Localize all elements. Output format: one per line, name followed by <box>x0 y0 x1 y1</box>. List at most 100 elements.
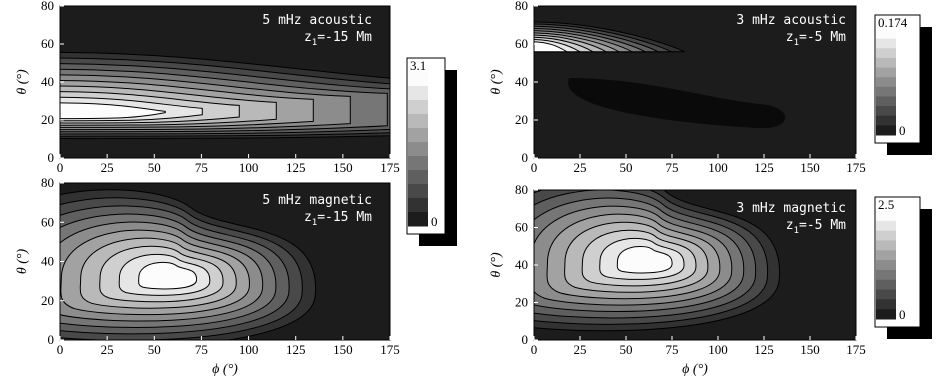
x-tick-label: 75 <box>195 342 208 357</box>
y-tick-label: 60 <box>41 36 54 51</box>
panel-depth-annotation: z1=-15 Mm <box>304 30 372 48</box>
contour-level <box>60 102 166 120</box>
contour-level <box>138 261 198 290</box>
colorbar-swatch <box>876 220 896 232</box>
colorbar-swatch <box>876 48 896 59</box>
colorbar-swatch <box>408 72 428 87</box>
colorbar-swatch <box>876 57 896 69</box>
contour-levels <box>60 189 316 340</box>
colorbar-max-label: 2.5 <box>878 197 894 212</box>
y-tick-label: 40 <box>515 74 528 89</box>
colorbar-max-label: 3.1 <box>410 58 426 73</box>
x-tick-label: 0 <box>57 342 64 357</box>
colorbar-swatch <box>876 86 896 97</box>
panel-annotation: 5 mHz acoustic <box>262 13 372 28</box>
x-tick-label: 175 <box>846 160 866 175</box>
x-tick-label: 0 <box>531 342 538 357</box>
x-tick-label: 75 <box>666 160 679 175</box>
x-axis-label: ϕ (°) <box>212 362 238 377</box>
colorbar-swatch <box>408 86 428 101</box>
y-axis-label: θ (°) <box>489 69 504 95</box>
colorbar-swatch <box>408 100 428 115</box>
colorbar-swatch <box>876 230 896 241</box>
y-tick-label: 40 <box>515 257 528 272</box>
colorbar-swatch <box>876 309 896 320</box>
colorbar-swatch <box>408 170 428 185</box>
x-tick-label: 25 <box>101 342 114 357</box>
y-tick-label: 60 <box>515 220 528 235</box>
colorbar-swatch <box>876 106 896 117</box>
x-tick-label: 175 <box>380 342 400 357</box>
colorbar-max-label: 0.174 <box>878 15 908 30</box>
colorbar-swatch <box>408 114 428 129</box>
x-tick-label: 25 <box>101 160 114 175</box>
colorbar-swatch <box>876 289 896 300</box>
y-tick-label: 80 <box>41 175 54 190</box>
chart-panel-2: 0 25 50 75 100 125 150 175 0 20 40 60 80 θ (°) ϕ (°) 5 … <box>15 175 400 377</box>
x-tick-label: 150 <box>800 342 820 357</box>
colorbar-swatch <box>876 29 896 40</box>
colorbar-swatch <box>408 198 428 213</box>
y-tick-label: 20 <box>41 293 54 308</box>
y-tick-label: 20 <box>515 112 528 127</box>
x-tick-label: 50 <box>620 160 633 175</box>
y-tick-label: 0 <box>48 150 55 165</box>
colorbar-swatch <box>876 279 896 291</box>
y-tick-label: 40 <box>41 254 54 269</box>
colorbar-swatch <box>408 184 428 199</box>
y-tick-label: 0 <box>522 150 529 165</box>
panel-depth-annotation: z1=-5 Mm <box>786 218 846 236</box>
colorbar-swatch <box>876 250 896 261</box>
colorbar-1: 3.10 <box>406 57 457 246</box>
x-tick-label: 150 <box>800 160 820 175</box>
y-axis-label: θ (°) <box>15 249 30 275</box>
colorbar-swatch <box>876 211 896 222</box>
y-tick-label: 80 <box>515 182 528 197</box>
contour-levels <box>534 21 786 129</box>
colorbar-swatch <box>876 125 896 136</box>
x-tick-label: 0 <box>531 160 538 175</box>
contour-levels <box>60 51 390 139</box>
y-tick-label: 40 <box>41 74 54 89</box>
y-tick-label: 20 <box>41 112 54 127</box>
x-tick-label: 50 <box>148 160 161 175</box>
x-tick-label: 100 <box>239 160 259 175</box>
panel-depth-annotation: z1=-5 Mm <box>786 30 846 48</box>
colorbar-swatch <box>876 299 896 310</box>
x-tick-label: 75 <box>195 160 208 175</box>
x-axis-label: ϕ (°) <box>682 362 708 377</box>
y-tick-label: 60 <box>515 36 528 51</box>
colorbar-swatch <box>408 212 428 227</box>
panel-annotation: 5 mHz magnetic <box>262 193 372 208</box>
x-tick-label: 50 <box>148 342 161 357</box>
x-tick-label: 150 <box>333 160 353 175</box>
colorbar-swatch <box>408 142 428 157</box>
colorbar-4: 2.50 <box>874 196 932 339</box>
y-axis-label: θ (°) <box>489 252 504 278</box>
x-tick-label: 100 <box>708 342 728 357</box>
x-tick-label: 125 <box>754 160 774 175</box>
contour-levels <box>534 190 780 332</box>
colorbar-min-label: 0 <box>899 123 906 138</box>
colorbar-swatch <box>876 38 896 49</box>
colorbar-swatch <box>876 240 896 251</box>
x-tick-label: 125 <box>286 342 306 357</box>
colorbar-swatch <box>876 269 896 281</box>
x-tick-label: 100 <box>708 160 728 175</box>
panel-annotation: 3 mHz magnetic <box>736 201 846 216</box>
y-tick-label: 80 <box>41 0 54 13</box>
colorbar-swatch <box>876 260 896 271</box>
contour-low-region <box>568 78 786 129</box>
x-tick-label: 25 <box>574 160 587 175</box>
colorbar-swatch <box>408 128 428 143</box>
x-tick-label: 50 <box>620 342 633 357</box>
x-tick-label: 125 <box>286 160 306 175</box>
y-tick-label: 0 <box>48 332 55 347</box>
colorbar-swatch <box>876 77 896 88</box>
x-tick-label: 175 <box>380 160 400 175</box>
x-tick-label: 150 <box>333 342 353 357</box>
x-tick-label: 175 <box>846 342 866 357</box>
x-tick-label: 25 <box>574 342 587 357</box>
colorbar-swatch <box>876 96 896 107</box>
x-tick-label: 75 <box>666 342 679 357</box>
